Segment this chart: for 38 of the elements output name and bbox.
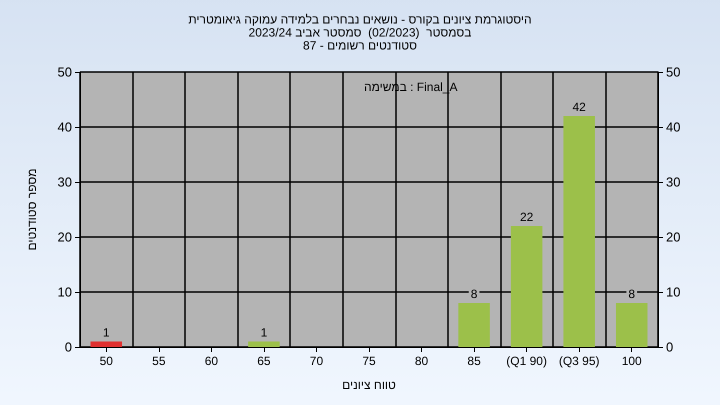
bar <box>458 303 490 347</box>
x-axis-title: טווח ציונים <box>342 378 396 392</box>
x-tick-label: (Q3 95) <box>558 354 600 368</box>
y2-tick-label: 10 <box>666 284 680 300</box>
y-tick-label: 40 <box>58 120 72 134</box>
y2-tick-label: 40 <box>666 120 680 134</box>
data-label: 42 <box>572 100 586 114</box>
x-tick-label: 70 <box>310 354 324 368</box>
data-label: 8 <box>628 287 636 301</box>
bar <box>510 226 542 347</box>
x-tick-label: 75 <box>362 354 376 368</box>
x-tick-label: 80 <box>414 354 429 368</box>
x-tick-label: 50 <box>100 354 114 368</box>
x-tick-label: 55 <box>152 354 166 368</box>
data-label: 1 <box>102 326 110 340</box>
y-tick-label: 0 <box>64 340 72 354</box>
bar <box>248 342 280 347</box>
chart-title: היסטוגרמת ציונים בקורס - נושאים נבחרים בלמידה עמוקה גיאומטרית בסמסטר (02/2023) סמסטר אביב 2023/24 סטודנטים רשומים - 87 <box>188 12 532 52</box>
bar <box>90 342 122 347</box>
y2-tick-label: 50 <box>666 64 680 80</box>
x-tick-label: (Q1 90) <box>506 354 547 368</box>
y-tick-label: 20 <box>58 230 72 244</box>
y-tick-label: 30 <box>58 174 72 190</box>
x-tick-label: 85 <box>467 354 482 368</box>
y-tick-label: 10 <box>58 284 72 300</box>
y2-tick-label: 0 <box>666 340 674 354</box>
data-label: 8 <box>470 287 478 301</box>
y2-tick-label: 20 <box>666 230 680 244</box>
x-tick-label: 100 <box>622 354 642 368</box>
x-tick-label: 65 <box>257 354 271 368</box>
y-tick-label: 50 <box>58 64 72 80</box>
data-label: 22 <box>520 210 534 224</box>
y2-tick-label: 30 <box>666 174 680 190</box>
y-axis-title: מספר סטודנטים <box>25 168 39 251</box>
bar <box>616 303 648 347</box>
data-label: 1 <box>260 326 268 340</box>
x-tick-label: 60 <box>204 354 218 368</box>
bar <box>563 116 595 347</box>
